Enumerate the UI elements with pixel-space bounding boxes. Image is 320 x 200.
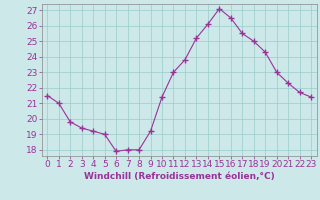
X-axis label: Windchill (Refroidissement éolien,°C): Windchill (Refroidissement éolien,°C) <box>84 172 275 181</box>
